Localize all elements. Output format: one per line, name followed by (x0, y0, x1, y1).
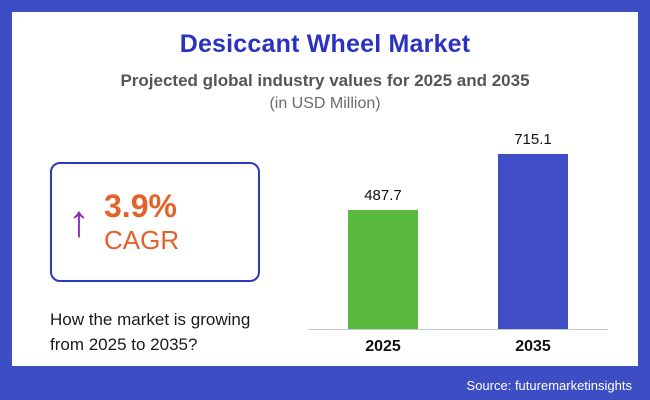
bar-chart: 487.7 715.1 2025 2035 (308, 130, 608, 356)
cagr-caption-line2: from 2025 to 2035? (50, 334, 198, 354)
category-label: 2035 (515, 338, 551, 355)
cagr-texts: 3.9% CAGR (104, 188, 179, 256)
content: ↑ 3.9% CAGR How the market is growing fr… (12, 130, 638, 366)
header: Desiccant Wheel Market Projected global … (12, 12, 638, 113)
arrow-up-icon: ↑ (68, 197, 90, 246)
bar-value-label: 487.7 (364, 187, 402, 204)
category-label: 2025 (365, 338, 401, 355)
category-axis: 2025 2035 (308, 338, 608, 356)
cagr-caption-line1: How the market is growing (50, 310, 251, 329)
bar-column: 487.7 (323, 187, 443, 329)
subtitle-units: (in USD Million) (269, 95, 381, 112)
bar (348, 210, 418, 329)
cagr-box: ↑ 3.9% CAGR (50, 162, 260, 282)
bar (498, 154, 568, 329)
cagr-caption: How the market is growing from 2025 to 2… (50, 308, 250, 357)
bar-value-label: 715.1 (514, 131, 552, 148)
page-title: Desiccant Wheel Market (179, 30, 471, 58)
cagr-value: 3.9% (104, 188, 177, 224)
plot-area: 487.7 715.1 (308, 130, 608, 330)
bar-column: 715.1 (473, 131, 593, 329)
source-attribution: Source: futuremarketinsights (466, 378, 632, 393)
subtitle: Projected global industry values for 202… (120, 71, 530, 90)
content-card: Desiccant Wheel Market Projected global … (12, 12, 638, 366)
cagr-label: CAGR (104, 224, 180, 255)
